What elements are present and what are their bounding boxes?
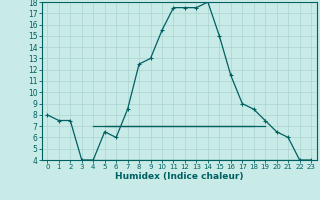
X-axis label: Humidex (Indice chaleur): Humidex (Indice chaleur) [115, 172, 244, 181]
